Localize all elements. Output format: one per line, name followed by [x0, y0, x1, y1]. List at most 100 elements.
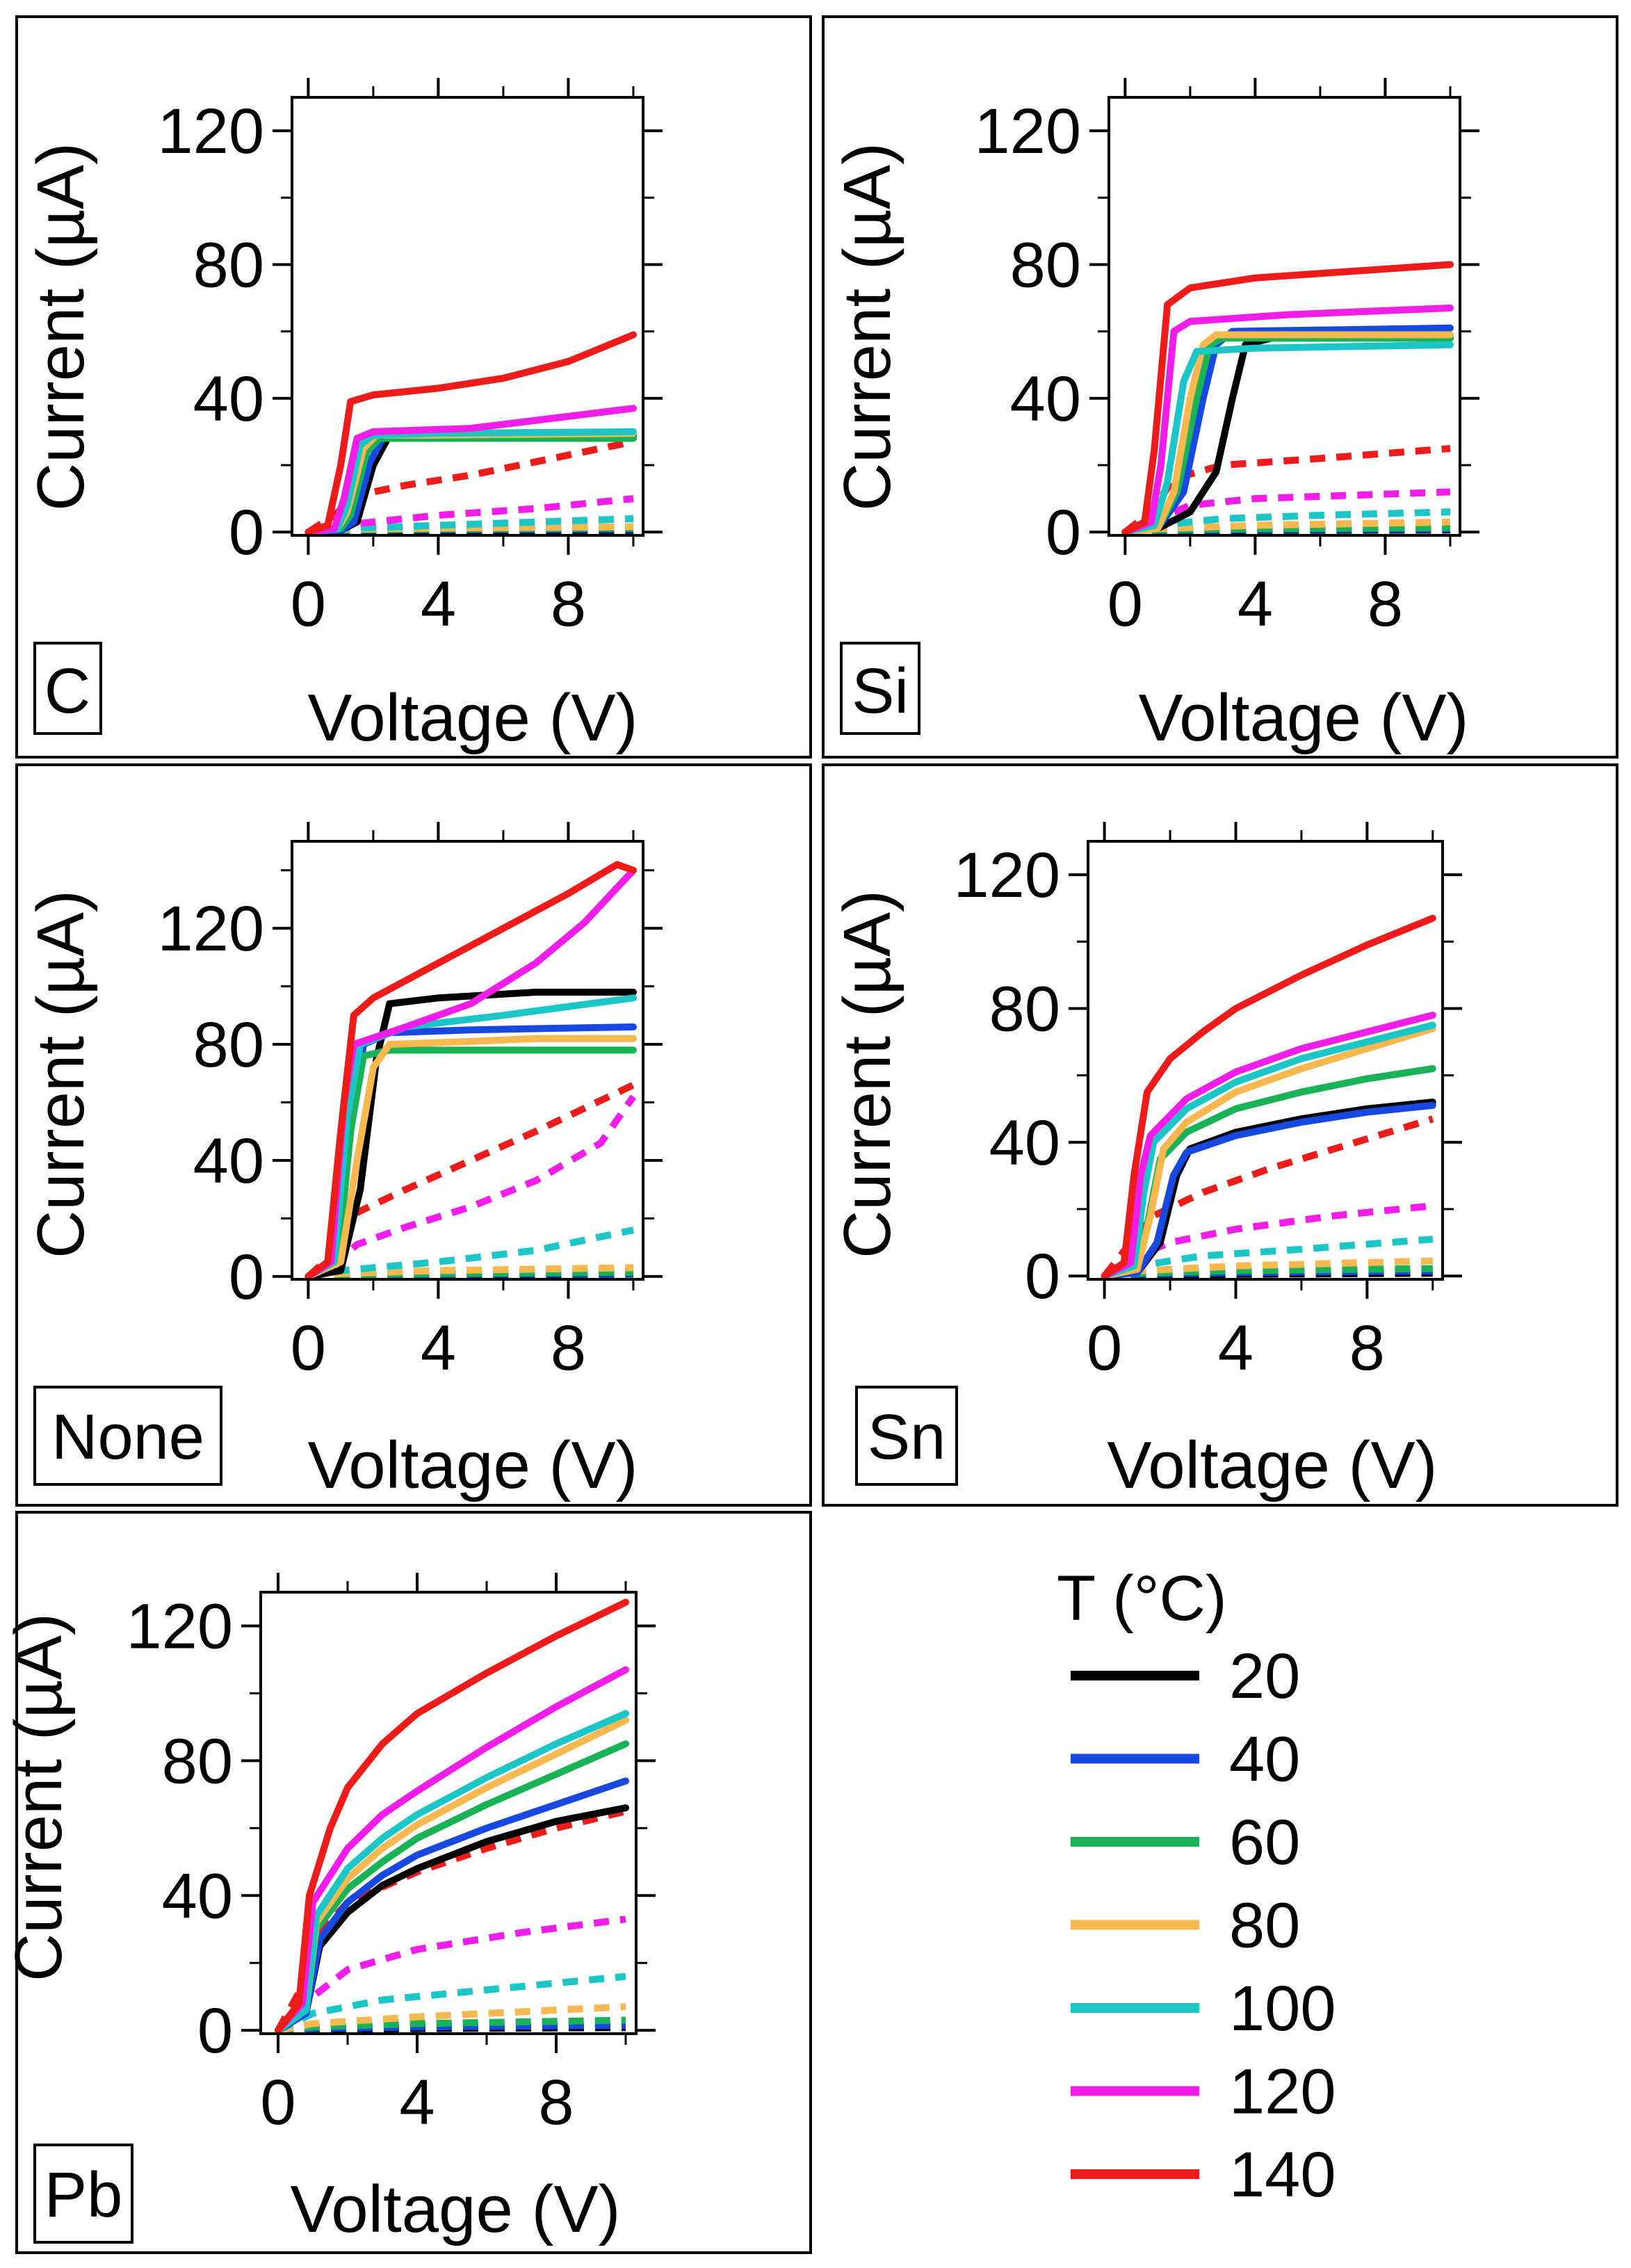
panel-sn-series-100-dashed [1103, 1236, 1434, 1279]
panel-pb-ytick-label: 0 [197, 1995, 233, 2066]
panel-pb-plot: 0 40 80 120 0 4 8 [127, 1573, 656, 2138]
panel-si-xtick-label: 0 [1107, 569, 1143, 640]
panel-pb-series-60-dashed [277, 2016, 626, 2034]
panel-sn-frame [822, 763, 1618, 1507]
panel-c-ytick-label: 40 [193, 364, 264, 435]
panel-si-series-60-dashed [1125, 524, 1451, 536]
panel-pb-series-120-solid [275, 1666, 629, 2034]
panel-none-ytick-label: 40 [193, 1126, 264, 1197]
panel-none-axes [291, 840, 644, 1281]
panel-pb-ytick-label: 40 [162, 1861, 233, 1931]
panel-none-xlabel: Voltage (V) [308, 1428, 638, 1502]
panel-c-tag-box [33, 642, 102, 735]
panel-pb-frame [15, 1511, 812, 2254]
panel-si-ytick-label: 120 [975, 96, 1082, 167]
panel-si-ytick-label: 0 [1046, 497, 1081, 568]
panel-sn-plot: 0 40 80 120 0 4 8 [954, 822, 1462, 1384]
panel-pb-xtick-label: 8 [538, 2067, 574, 2138]
panel-c-xtick-label: 8 [551, 569, 586, 640]
panel-pb-series-140-solid [275, 1598, 629, 2034]
panel-none-tag: None [51, 1402, 204, 1473]
panel-si-xtick-label: 4 [1238, 569, 1273, 640]
panel-none-xtick-label: 4 [421, 1313, 456, 1384]
panel-none-series-120-dashed [307, 1094, 637, 1280]
panel-c-xlabel: Voltage (V) [308, 681, 638, 755]
panel-si-xtick-label: 8 [1368, 569, 1403, 640]
panel-sn-series-120-solid [1101, 1012, 1436, 1280]
panel-sn-xtick-label: 4 [1218, 1313, 1253, 1384]
panel-si-series-100-dashed [1124, 508, 1451, 536]
panel-sn-series-100-solid [1101, 1021, 1436, 1280]
panel-pb-series-100-solid [275, 1710, 629, 2034]
legend-label-60: 60 [1229, 1807, 1300, 1878]
panel-c-axes [291, 96, 644, 537]
panel-sn-xtick-label: 8 [1349, 1313, 1385, 1384]
panel-c-frame [15, 15, 812, 759]
panel-c-series-140-solid [305, 331, 637, 536]
panel-c-series-100-dashed [307, 515, 634, 536]
panel-none-series-80-solid [305, 1035, 637, 1280]
panel-none-plot: 0 40 80 120 0 4 8 [158, 822, 663, 1384]
panel-none-series-140-solid [305, 861, 637, 1280]
panel-si-tag: Si [852, 656, 909, 727]
panel-si-series-120-solid [1121, 305, 1454, 536]
panel-pb-series-100-dashed [276, 1973, 626, 2034]
panel-none-series-80-dashed [307, 1264, 634, 1280]
panel-none-ytick-label: 80 [193, 1010, 264, 1080]
panel-si-frame [822, 15, 1618, 759]
panel-pb-tag-box [33, 2144, 133, 2244]
panel-pb-axes [259, 1591, 638, 2035]
panel-si-axes [1107, 96, 1461, 537]
panel-si-plot: 0 40 80 120 0 4 8 [975, 78, 1479, 640]
panel-sn-series-80-solid [1101, 1025, 1436, 1280]
panel-si-series-140-solid [1121, 261, 1454, 536]
panel-pb-series-80-dashed [277, 2003, 626, 2034]
panel-si-series-80-solid [1121, 331, 1454, 536]
panel-none-series-20-solid [305, 989, 637, 1280]
panel-pb-xtick-label: 4 [399, 2067, 435, 2138]
panel-si-tag-box [840, 642, 920, 735]
panel-sn-ytick-label: 40 [989, 1108, 1060, 1178]
panel-pb-tag: Pb [44, 2160, 123, 2230]
panel-c-ytick-label: 120 [158, 96, 265, 167]
panel-none-xtick-label: 0 [291, 1313, 326, 1384]
panel-none-ylabel: Current (µA) [24, 890, 98, 1258]
panel-none-ytick-label: 0 [229, 1242, 264, 1313]
panel-c-series-140-dashed [306, 438, 635, 535]
legend-title: T (°C) [1057, 1563, 1227, 1634]
legend-label-120: 120 [1229, 2057, 1336, 2128]
panel-pb-ylabel: Current (µA) [1, 1613, 76, 1982]
panel-c-series-120-solid [305, 405, 637, 536]
panel-sn-xtick-label: 0 [1087, 1313, 1122, 1384]
panel-c-plot: 0 40 80 120 0 4 8 [158, 78, 663, 640]
legend-label-100: 100 [1229, 1973, 1336, 2044]
panel-c-ytick-label: 80 [193, 229, 264, 300]
panel-sn-ytick-label: 0 [1025, 1241, 1060, 1312]
panel-si-series-100-solid [1121, 341, 1454, 536]
legend-label-80: 80 [1229, 1890, 1300, 1961]
panel-sn-series-140-dashed [1101, 1115, 1434, 1279]
panel-c-ytick-label: 0 [229, 497, 264, 568]
panel-pb-ytick-label: 120 [127, 1591, 234, 1662]
panel-si-ytick-label: 40 [1010, 364, 1081, 435]
panel-sn-xlabel: Voltage (V) [1107, 1428, 1438, 1502]
panel-sn-tag: Sn [868, 1402, 946, 1473]
panel-none-ytick-label: 120 [158, 893, 265, 964]
panel-sn-ytick-label: 80 [989, 973, 1060, 1044]
panel-none-frame [15, 763, 812, 1507]
legend-label-40: 40 [1229, 1724, 1300, 1795]
panel-sn-ytick-label: 120 [954, 840, 1061, 911]
panel-sn-tag-box [855, 1386, 958, 1486]
legend: T (°C) 20 40 60 80 100 120 140 [1057, 1563, 1336, 2210]
panel-c-tag: C [44, 656, 90, 727]
legend-label-140: 140 [1229, 2139, 1336, 2210]
legend-label-20: 20 [1229, 1641, 1300, 1712]
panel-sn-series-40-solid [1101, 1101, 1436, 1280]
panel-none-xtick-label: 8 [551, 1313, 586, 1384]
panel-si-series-80-dashed [1124, 518, 1451, 536]
panel-sn-axes [1087, 840, 1444, 1281]
panel-c-xtick-label: 4 [421, 569, 456, 640]
panel-sn-series-140-solid [1101, 914, 1436, 1280]
panel-sn-series-80-dashed [1103, 1257, 1433, 1280]
